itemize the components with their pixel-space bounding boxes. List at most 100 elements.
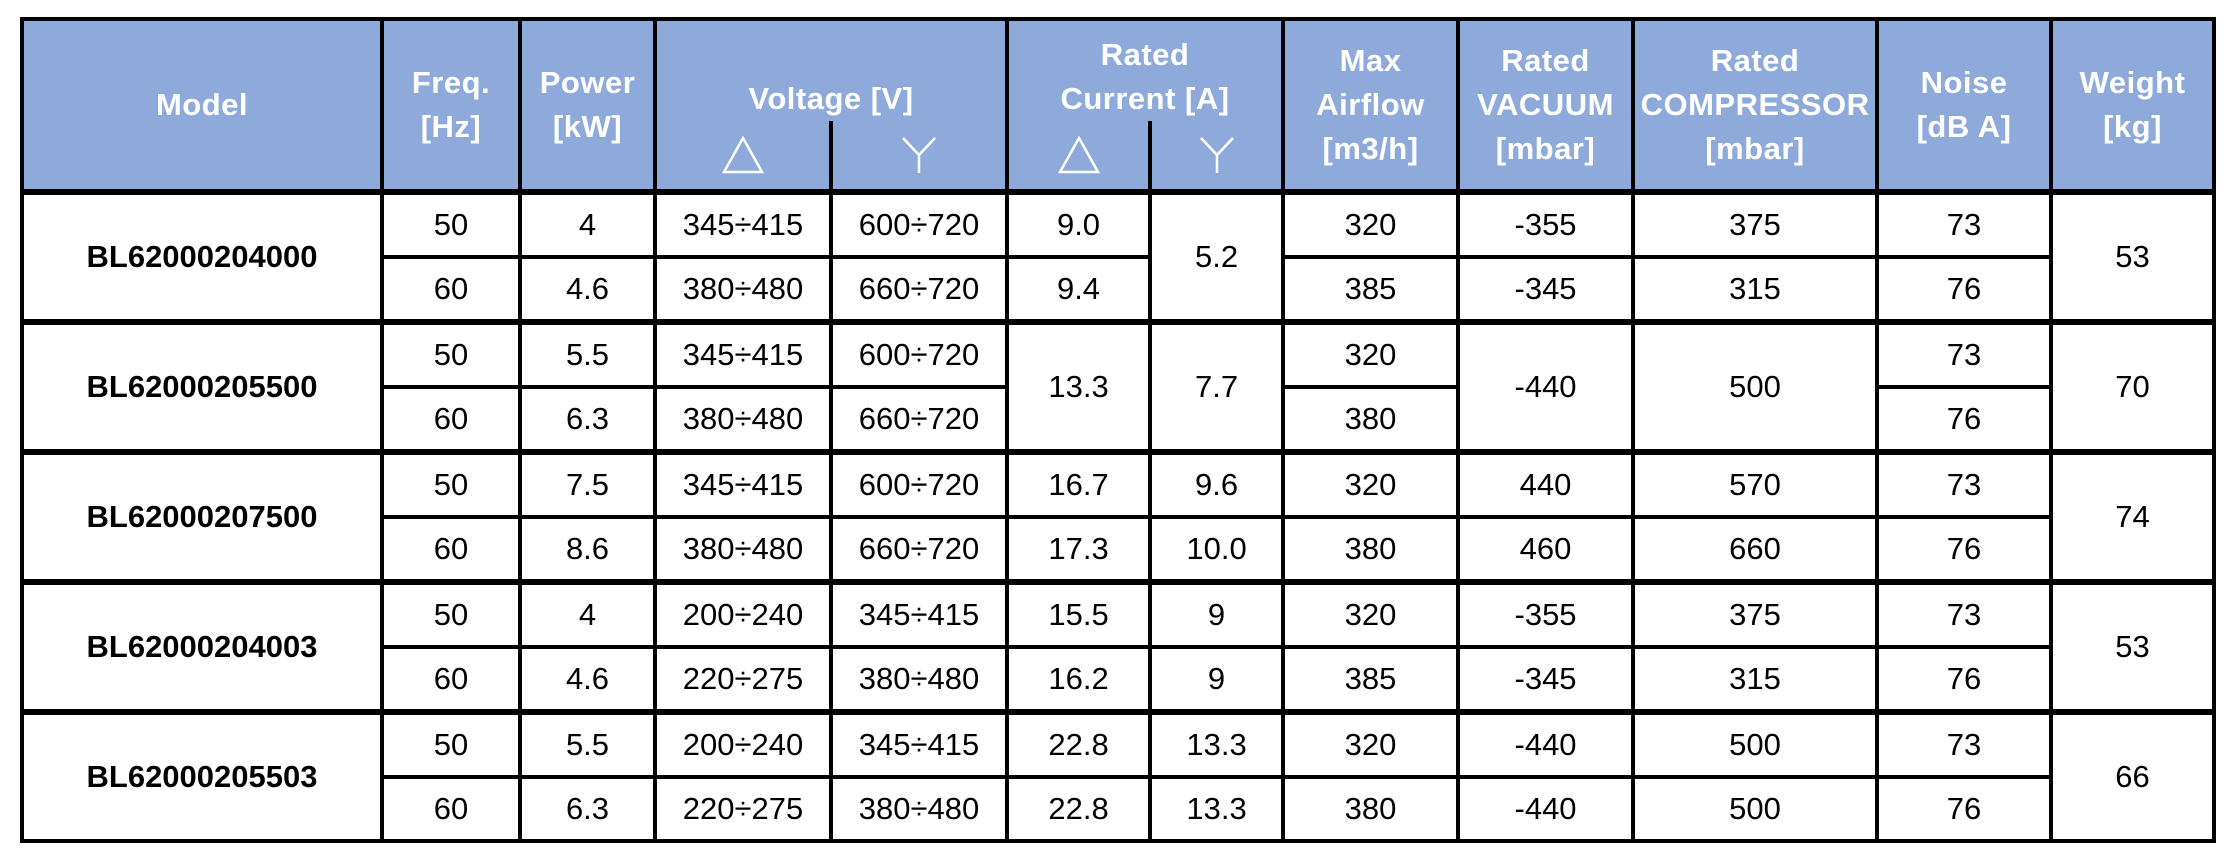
voltage-delta-cell: 345÷415 (653, 449, 833, 519)
model-cell: BL62000207500 (20, 449, 384, 584)
table-row: BL62000204000 50 4 345÷415 600÷720 9.0 5… (20, 189, 2217, 324)
star-connection-icon (1199, 137, 1234, 173)
noise-cell: 76 (1875, 645, 2054, 714)
spec-table: Model Freq. [Hz] Power [kW] Voltage [V] Ra… (20, 17, 2217, 843)
current-delta-cell: 13.3 (1005, 319, 1153, 454)
table-row: 60 6.3 220÷275 380÷480 22.8 13.3 380 -44… (22, 775, 2214, 843)
airflow-cell: 385 (1281, 645, 1461, 714)
vacuum-cell: -355 (1456, 579, 1636, 649)
current-star-cell: 13.3 (1148, 775, 1286, 843)
header-rated-compressor: Rated COMPRESSOR [mbar] (1631, 17, 1880, 194)
freq-cell: 60 (380, 645, 522, 714)
freq-cell: 60 (380, 385, 522, 454)
table-row: 60 4.6 380÷480 660÷720 9.4 385 -345 315 … (22, 255, 2214, 324)
voltage-star-cell: 660÷720 (828, 255, 1010, 324)
table-row: 60 8.6 380÷480 660÷720 17.3 10.0 380 460… (22, 515, 2214, 584)
delta-connection-icon (721, 135, 765, 174)
weight-cell: 74 (2049, 449, 2217, 584)
spec-table-container: Model Freq. [Hz] Power [kW] Voltage [V] Ra… (20, 17, 2217, 843)
voltage-delta-cell: 380÷480 (653, 385, 833, 454)
airflow-cell: 320 (1281, 189, 1461, 259)
current-delta-cell: 9.4 (1005, 255, 1153, 324)
table-body: BL62000204000 50 4 345÷415 600÷720 9.0 5… (20, 189, 2217, 843)
current-delta-header (1005, 121, 1153, 194)
table-row: BL62000207500 50 7.5 345÷415 600÷720 16.… (20, 449, 2217, 584)
airflow-cell: 380 (1281, 515, 1461, 584)
voltage-delta-cell: 380÷480 (653, 255, 833, 324)
airflow-cell: 320 (1281, 449, 1461, 519)
current-star-header (1148, 121, 1286, 194)
compressor-cell: 500 (1631, 319, 1880, 454)
airflow-cell: 380 (1281, 385, 1461, 454)
current-delta-cell: 15.5 (1005, 579, 1153, 649)
power-cell: 7.5 (518, 449, 657, 519)
noise-cell: 73 (1875, 449, 2054, 519)
voltage-delta-header (653, 121, 833, 194)
vacuum-cell: -355 (1456, 189, 1636, 259)
model-cell: BL62000205500 (20, 319, 384, 454)
table-row: 60 4.6 220÷275 380÷480 16.2 9 385 -345 3… (22, 645, 2214, 714)
table-header: Model Freq. [Hz] Power [kW] Voltage [V] Ra… (20, 17, 2217, 194)
freq-cell: 60 (380, 255, 522, 324)
current-delta-cell: 16.7 (1005, 449, 1153, 519)
voltage-delta-cell: 345÷415 (653, 189, 833, 259)
header-noise: Noise [dB A] (1875, 17, 2054, 194)
vacuum-cell: -440 (1456, 319, 1636, 454)
current-star-cell: 9 (1148, 579, 1286, 649)
power-cell: 6.3 (518, 385, 657, 454)
voltage-star-cell: 380÷480 (828, 775, 1010, 843)
freq-cell: 50 (380, 449, 522, 519)
voltage-star-header (828, 121, 1010, 194)
delta-connection-icon (1057, 135, 1100, 174)
current-star-cell: 9.6 (1148, 449, 1286, 519)
header-rated-current: Rated Current [A] (1005, 17, 1286, 121)
voltage-star-cell: 345÷415 (828, 709, 1010, 779)
current-delta-cell: 9.0 (1005, 189, 1153, 259)
airflow-cell: 380 (1281, 775, 1461, 843)
compressor-cell: 500 (1631, 775, 1880, 843)
current-delta-cell: 17.3 (1005, 515, 1153, 584)
voltage-star-cell: 600÷720 (828, 189, 1010, 259)
noise-cell: 73 (1875, 319, 2054, 389)
compressor-cell: 500 (1631, 709, 1880, 779)
vacuum-cell: 460 (1456, 515, 1636, 584)
power-cell: 4.6 (518, 645, 657, 714)
airflow-cell: 320 (1281, 319, 1461, 389)
noise-cell: 73 (1875, 709, 2054, 779)
current-delta-cell: 16.2 (1005, 645, 1153, 714)
voltage-star-cell: 660÷720 (828, 515, 1010, 584)
current-star-cell: 9 (1148, 645, 1286, 714)
power-cell: 5.5 (518, 319, 657, 389)
star-connection-icon (902, 137, 936, 173)
current-delta-cell: 22.8 (1005, 709, 1153, 779)
voltage-star-cell: 660÷720 (828, 385, 1010, 454)
compressor-cell: 570 (1631, 449, 1880, 519)
current-star-cell: 13.3 (1148, 709, 1286, 779)
header-freq: Freq. [Hz] (380, 17, 522, 194)
weight-cell: 53 (2049, 579, 2217, 714)
vacuum-cell: 440 (1456, 449, 1636, 519)
voltage-delta-cell: 220÷275 (653, 645, 833, 714)
power-cell: 5.5 (518, 709, 657, 779)
current-delta-cell: 22.8 (1005, 775, 1153, 843)
airflow-cell: 385 (1281, 255, 1461, 324)
vacuum-cell: -345 (1456, 255, 1636, 324)
vacuum-cell: -440 (1456, 775, 1636, 843)
table-row: BL62000204003 50 4 200÷240 345÷415 15.5 … (20, 579, 2217, 714)
compressor-cell: 375 (1631, 579, 1880, 649)
freq-cell: 60 (380, 515, 522, 584)
header-max-airflow: Max Airflow [m3/h] (1281, 17, 1461, 194)
compressor-cell: 315 (1631, 255, 1880, 324)
freq-cell: 50 (380, 709, 522, 779)
power-cell: 4 (518, 189, 657, 259)
compressor-cell: 315 (1631, 645, 1880, 714)
weight-cell: 66 (2049, 709, 2217, 843)
compressor-cell: 660 (1631, 515, 1880, 584)
table-row: BL62000205500 50 5.5 345÷415 600÷720 13.… (20, 319, 2217, 454)
noise-cell: 76 (1875, 385, 2054, 454)
model-cell: BL62000204000 (20, 189, 384, 324)
model-cell: BL62000205503 (20, 709, 384, 843)
current-star-cell: 5.2 (1148, 189, 1286, 324)
voltage-star-cell: 380÷480 (828, 645, 1010, 714)
airflow-cell: 320 (1281, 579, 1461, 649)
